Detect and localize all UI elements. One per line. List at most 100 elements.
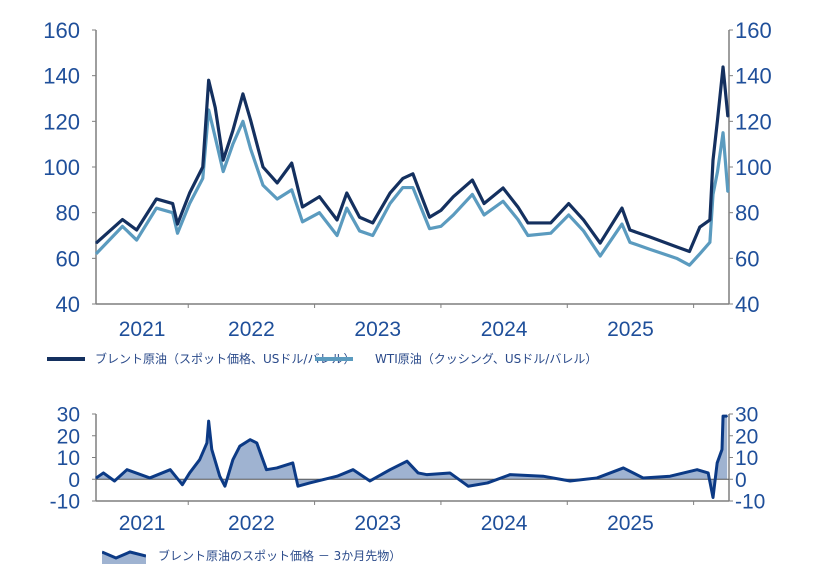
wti-point [709,241,711,244]
wti-point [276,198,278,200]
brent-point [722,66,724,68]
spread-point [188,472,191,474]
spread-point [389,468,391,471]
brent-point [629,229,631,231]
y-tick-label-right: 10 [735,447,758,470]
y-tick-label-right: 140 [735,64,772,89]
wti-point [290,189,293,191]
wti-point [262,184,264,187]
spread-point [308,482,311,484]
wti-point [699,252,701,255]
spread-point [669,475,671,478]
y-tick-label-right: 30 [735,404,758,427]
wti-point [95,252,97,255]
spread-point [716,462,718,464]
legend-wti: WTI原油（クッシング、USドル/バレル） [315,350,597,367]
brent-point [621,207,623,209]
y-tick-label-left: 140 [43,64,80,89]
wti-point [222,170,224,173]
spread-point [255,442,258,444]
brent-point [135,229,138,231]
spread-point [276,467,278,469]
brent-point [549,222,552,224]
brent-point [188,192,191,194]
wti-point [722,131,724,134]
wti-point [121,225,124,228]
brent-point [121,218,124,221]
wti-point [483,214,485,216]
wti-point [629,241,631,244]
panel-price: 160 160 140 140 120 120 100 100 80 80 60 60 40 40 2021… [43,18,771,341]
brent-point [222,159,224,161]
brent-point [527,222,529,224]
spread-point [369,480,371,482]
spread-point [417,472,419,474]
brent-point [428,216,431,219]
brent-point [699,226,701,228]
brent-point [727,115,729,118]
y-tick-label-right: 60 [735,246,759,271]
wti-point [527,234,529,237]
spread-point [249,438,251,441]
wti-point [471,193,474,196]
brent-point [214,106,217,109]
y-tick-label-left: 80 [56,201,80,226]
wti-point [599,255,601,257]
legend-swatch-wti [315,356,353,361]
spread-point [642,477,644,479]
wti-point [716,170,719,173]
spread-point [509,473,511,476]
wti-point [318,211,321,214]
spread-point [712,496,714,499]
y-tick-label-left: 10 [57,447,80,470]
spread-point [622,467,625,469]
brent-point [371,222,374,224]
wti-point [549,232,552,235]
spread-point [232,458,234,461]
spread-point [169,468,172,471]
y-tick-label-right: 160 [735,18,772,43]
x-tick-label: 2022 [228,318,275,341]
spread-point [722,415,724,417]
brent-point [582,219,585,221]
wti-point [155,207,158,209]
spread-point [265,468,268,471]
wti-point [301,221,304,223]
wti-point [648,248,651,250]
brent-point [249,119,252,121]
spread-point [726,415,728,417]
brent-point [712,159,714,161]
spread-point [542,475,544,478]
y-tick-label-left: 0 [68,469,80,492]
wti-point [502,200,504,203]
y-tick-label-left: 120 [43,109,80,134]
brent-point [95,242,97,244]
brent-point [675,246,678,248]
x-tick-label: 2022 [228,512,275,535]
x-tick-label: 2024 [481,318,528,341]
wti-point [517,218,519,221]
spread-point [449,472,451,474]
y-tick-label-right: 0 [735,469,747,492]
spread-point [426,473,428,476]
spread-point [707,472,709,474]
y-tick-label-right: 40 [735,292,759,317]
y-tick-label-right: 120 [735,109,772,134]
wti-point [402,186,404,189]
legend-spread: ブレント原油のスポット価格 － 3か月先物） [102,547,401,564]
wti-point [232,143,234,145]
wti-point [249,147,252,150]
wti-point [428,227,431,230]
y-tick-label-left: 30 [57,404,80,427]
spread-point [696,468,698,471]
legend-label-brent: ブレント原油（スポット価格、USドル/バレル） [95,352,356,366]
spread-point [218,475,221,478]
spread-point [297,485,299,488]
y-tick-label-right: -10 [735,491,765,514]
legend-swatch-spread [102,549,146,564]
y-tick-label-left: 60 [56,246,80,271]
spread-area [96,416,728,498]
wti-point [389,202,391,205]
legend-label-spread: ブレント原油のスポット価格 － 3か月先物） [158,549,402,563]
